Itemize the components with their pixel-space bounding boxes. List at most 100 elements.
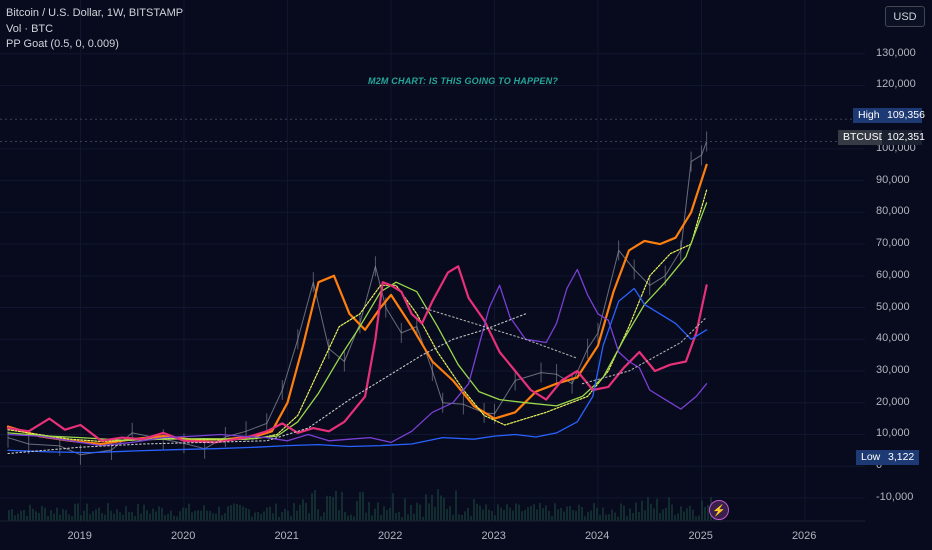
volume-bar — [134, 515, 136, 521]
volume-bar — [530, 505, 532, 521]
volume-bar — [155, 511, 157, 521]
volume-bar — [572, 509, 574, 521]
volume-bar — [452, 514, 454, 521]
volume-bar — [89, 514, 91, 521]
volume-bar — [47, 515, 49, 521]
volume-bar — [656, 498, 658, 521]
indicator-line-9 — [581, 316, 708, 385]
volume-bar — [386, 510, 388, 521]
volume-bar — [548, 510, 550, 521]
volume-bar — [650, 503, 652, 521]
volume-bar — [173, 515, 175, 521]
volume-bar — [392, 493, 394, 521]
volume-bar — [404, 498, 406, 521]
volume-bar — [206, 510, 208, 521]
volume-bar — [32, 508, 34, 521]
volume-bar — [431, 494, 433, 521]
volume-bar — [692, 509, 694, 521]
volume-bar — [146, 510, 148, 521]
volume-bar — [53, 513, 55, 521]
volume-bar — [203, 505, 205, 521]
pp-goat-indicator-label[interactable]: PP Goat (0.5, 0, 0.009) — [6, 38, 119, 50]
volume-indicator-label[interactable]: Vol · BTC — [6, 22, 54, 35]
volume-bar — [290, 515, 292, 521]
high-label: High — [853, 108, 882, 123]
volume-bar — [599, 514, 601, 521]
volume-bar — [305, 502, 307, 521]
volume-bar — [353, 516, 355, 521]
volume-bar — [539, 503, 541, 521]
volume-bar — [419, 504, 421, 521]
volume-bar — [410, 504, 412, 521]
volume-bar — [584, 516, 586, 521]
volume-bar — [593, 503, 595, 521]
price-symbol-label: BTCUSD — [838, 130, 886, 145]
volume-bar — [428, 503, 430, 521]
volume-bar — [680, 506, 682, 521]
volume-bar — [224, 513, 226, 521]
volume-bar — [77, 503, 79, 521]
volume-bar — [110, 510, 112, 521]
currency-button[interactable]: USD — [885, 6, 925, 27]
indicator-line-4 — [6, 265, 708, 444]
volume-bar — [476, 503, 478, 521]
volume-bar — [335, 490, 337, 521]
y-tick-label: -10,000 — [876, 490, 914, 503]
volume-bar — [251, 516, 253, 521]
symbol-title[interactable]: Bitcoin / U.S. Dollar, 1W, BITSTAMP — [6, 7, 184, 19]
volume-bar — [80, 515, 82, 521]
volume-bar — [368, 502, 370, 521]
volume-bar — [470, 516, 472, 521]
volume-bar — [446, 508, 448, 521]
y-tick-label: 20,000 — [876, 395, 910, 408]
lightning-icon[interactable]: ⚡ — [709, 500, 729, 520]
volume-bar — [377, 502, 379, 521]
volume-bar — [41, 506, 43, 521]
x-tick-label: 2025 — [688, 530, 713, 542]
volume-bar — [236, 504, 238, 521]
volume-bar — [455, 490, 457, 521]
volume-bar — [119, 512, 121, 521]
volume-bar — [128, 512, 130, 521]
chart-annotation: M2M CHART: IS THIS GOING TO HAPPEN? — [368, 76, 559, 86]
volume-bar — [482, 509, 484, 521]
volume-bar — [104, 514, 106, 521]
volume-bar — [296, 510, 298, 521]
volume-bar — [167, 513, 169, 521]
indicator-line-8 — [421, 306, 578, 359]
volume-bar — [263, 511, 265, 521]
volume-bar — [542, 508, 544, 521]
y-tick-label: 130,000 — [876, 46, 916, 59]
volume-bar — [320, 516, 322, 521]
volume-bar — [506, 504, 508, 521]
volume-bar — [380, 515, 382, 521]
high-value: 109,356 — [882, 108, 925, 123]
volume-bar — [665, 507, 667, 521]
y-tick-label: 50,000 — [876, 300, 910, 313]
volume-bar — [458, 514, 460, 521]
y-tick-label: 0 — [876, 459, 883, 472]
volume-bar — [86, 503, 88, 521]
volume-bar — [488, 509, 490, 521]
volume-bar — [557, 509, 559, 521]
x-tick-label: 2023 — [481, 530, 506, 542]
volume-bar — [398, 512, 400, 521]
volume-bar — [629, 508, 631, 521]
volume-bar — [131, 512, 133, 521]
volume-bar — [443, 497, 445, 521]
y-tick-label: 80,000 — [876, 205, 910, 218]
volume-bar — [257, 511, 259, 521]
volume-bar — [218, 506, 220, 521]
volume-bar — [395, 512, 397, 521]
y-tick-label: 120,000 — [876, 78, 916, 91]
volume-bar — [632, 512, 634, 521]
y-tick-label: 40,000 — [876, 332, 910, 345]
volume-bar — [332, 497, 334, 521]
volume-bar — [8, 510, 10, 521]
volume-bar — [200, 510, 202, 521]
volume-bar — [278, 516, 280, 521]
volume-bar — [635, 502, 637, 521]
volume-bar — [311, 493, 313, 521]
volume-bar — [158, 506, 160, 521]
